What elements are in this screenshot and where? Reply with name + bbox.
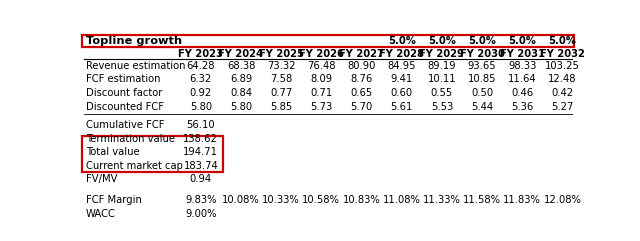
Text: 10.08%: 10.08% (222, 195, 260, 205)
Text: Discounted FCF: Discounted FCF (86, 101, 164, 112)
Text: 0.77: 0.77 (270, 88, 292, 98)
Text: 5.36: 5.36 (511, 101, 533, 112)
Text: 138.62: 138.62 (183, 134, 218, 144)
Text: 10.85: 10.85 (468, 74, 496, 84)
Text: 93.65: 93.65 (468, 61, 497, 71)
Text: 12.08%: 12.08% (543, 195, 581, 205)
Text: FY 2032: FY 2032 (540, 49, 585, 59)
Text: Discount factor: Discount factor (86, 88, 163, 98)
Text: 76.48: 76.48 (307, 61, 335, 71)
Text: 7.58: 7.58 (270, 74, 292, 84)
Text: Total value: Total value (86, 147, 140, 157)
Text: FY 2024: FY 2024 (218, 49, 264, 59)
Text: FY 2026: FY 2026 (299, 49, 344, 59)
Text: 11.08%: 11.08% (383, 195, 420, 205)
Text: 5.70: 5.70 (350, 101, 372, 112)
FancyBboxPatch shape (82, 35, 574, 47)
Text: 5.44: 5.44 (471, 101, 493, 112)
Text: 10.58%: 10.58% (302, 195, 340, 205)
Text: 5.61: 5.61 (390, 101, 413, 112)
Text: 5.0%: 5.0% (548, 36, 576, 46)
Text: 10.83%: 10.83% (342, 195, 380, 205)
Text: 103.25: 103.25 (545, 61, 580, 71)
Text: 11.64: 11.64 (508, 74, 536, 84)
Text: 5.0%: 5.0% (468, 36, 496, 46)
Text: FY 2025: FY 2025 (259, 49, 303, 59)
Text: 0.84: 0.84 (230, 88, 252, 98)
FancyBboxPatch shape (82, 136, 223, 172)
Text: FY 2031: FY 2031 (500, 49, 545, 59)
Text: WACC: WACC (86, 209, 116, 219)
Text: 8.09: 8.09 (310, 74, 332, 84)
Text: 0.60: 0.60 (390, 88, 413, 98)
Text: 0.55: 0.55 (431, 88, 453, 98)
Text: 11.58%: 11.58% (463, 195, 501, 205)
Text: 9.00%: 9.00% (185, 209, 216, 219)
Text: 5.80: 5.80 (230, 101, 252, 112)
Text: 5.0%: 5.0% (508, 36, 536, 46)
Text: 5.27: 5.27 (551, 101, 573, 112)
Text: 5.53: 5.53 (431, 101, 453, 112)
Text: 0.94: 0.94 (189, 174, 212, 184)
Text: FY 2023: FY 2023 (179, 49, 223, 59)
Text: 6.89: 6.89 (230, 74, 252, 84)
Text: 183.74: 183.74 (184, 161, 218, 171)
Text: 9.41: 9.41 (390, 74, 413, 84)
Text: FV/MV: FV/MV (86, 174, 118, 184)
Text: 0.50: 0.50 (471, 88, 493, 98)
Text: 6.32: 6.32 (189, 74, 212, 84)
Text: 5.80: 5.80 (189, 101, 212, 112)
Text: 0.42: 0.42 (551, 88, 573, 98)
Text: 0.92: 0.92 (189, 88, 212, 98)
Text: FCF estimation: FCF estimation (86, 74, 161, 84)
Text: 8.76: 8.76 (350, 74, 372, 84)
Text: FY 2027: FY 2027 (339, 49, 384, 59)
Text: 0.46: 0.46 (511, 88, 533, 98)
Text: 64.28: 64.28 (186, 61, 215, 71)
Text: 11.33%: 11.33% (423, 195, 461, 205)
Text: 10.11: 10.11 (428, 74, 456, 84)
Text: 80.90: 80.90 (348, 61, 376, 71)
Text: 194.71: 194.71 (183, 147, 218, 157)
Text: FY 2028: FY 2028 (379, 49, 424, 59)
Text: Current market cap: Current market cap (86, 161, 183, 171)
Text: 5.0%: 5.0% (428, 36, 456, 46)
Text: FY 2029: FY 2029 (419, 49, 464, 59)
Text: 56.10: 56.10 (186, 120, 215, 130)
Text: FY 2030: FY 2030 (460, 49, 504, 59)
Text: Cumulative FCF: Cumulative FCF (86, 120, 164, 130)
Text: FCF Margin: FCF Margin (86, 195, 142, 205)
Text: 5.73: 5.73 (310, 101, 332, 112)
Text: 12.48: 12.48 (548, 74, 577, 84)
Text: 11.83%: 11.83% (503, 195, 541, 205)
Text: Revenue estimation: Revenue estimation (86, 61, 186, 71)
Text: 10.33%: 10.33% (262, 195, 300, 205)
Text: 5.85: 5.85 (270, 101, 292, 112)
Text: 84.95: 84.95 (387, 61, 416, 71)
Text: Topline growth: Topline growth (86, 36, 182, 46)
Text: 5.0%: 5.0% (388, 36, 415, 46)
Text: 73.32: 73.32 (267, 61, 296, 71)
Text: 0.65: 0.65 (350, 88, 372, 98)
Text: 0.71: 0.71 (310, 88, 332, 98)
Text: 98.33: 98.33 (508, 61, 536, 71)
Text: Termination value: Termination value (86, 134, 175, 144)
Text: 89.19: 89.19 (428, 61, 456, 71)
Text: 68.38: 68.38 (227, 61, 255, 71)
Text: 9.83%: 9.83% (185, 195, 216, 205)
